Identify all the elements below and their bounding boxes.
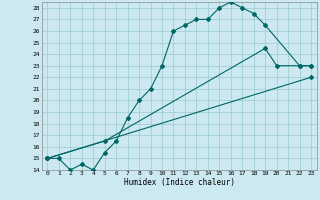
- X-axis label: Humidex (Indice chaleur): Humidex (Indice chaleur): [124, 178, 235, 187]
